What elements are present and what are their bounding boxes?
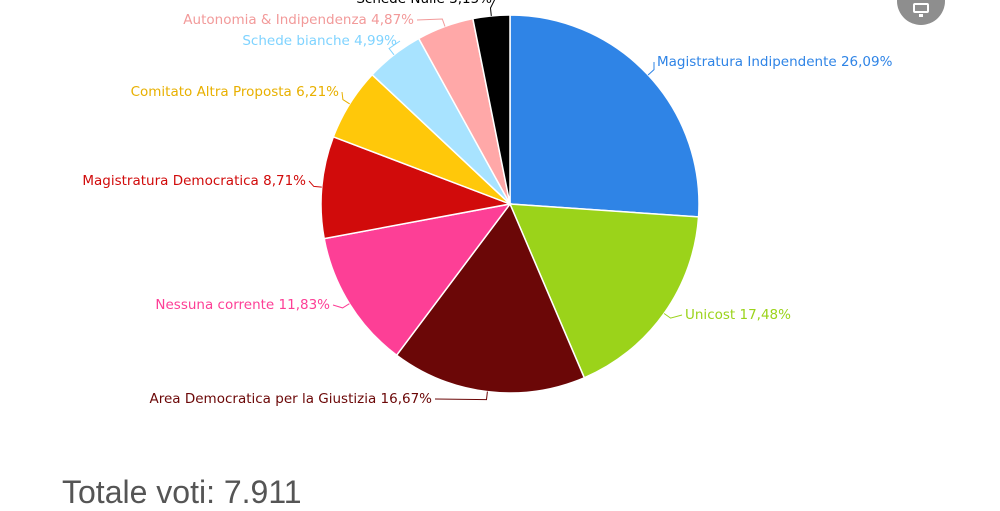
slice-label: Schede bianche 4,99% — [242, 33, 397, 49]
slice-label: Nessuna corrente 11,83% — [155, 297, 330, 313]
leader-line — [332, 303, 350, 309]
total-votes: Totale voti: 7.911 — [62, 474, 302, 510]
pie-slice[interactable] — [471, 14, 511, 205]
slice-label: Schede Nulle 3,15% — [356, 0, 492, 7]
leader-line — [489, 0, 496, 16]
slice-label: Magistratura Indipendente 26,09% — [657, 54, 893, 70]
slice-label: Autonomia & Indipendenza 4,87% — [183, 12, 414, 28]
slice-label: Magistratura Democratica 8,71% — [82, 173, 306, 189]
monitor-icon — [913, 3, 929, 17]
pie-slice[interactable] — [509, 14, 700, 218]
leader-line — [434, 391, 488, 401]
leader-line — [416, 18, 446, 27]
leader-line — [388, 40, 401, 56]
leader-line — [341, 91, 350, 105]
pie-slice[interactable] — [323, 202, 512, 357]
leader-line — [647, 62, 655, 76]
leader-line — [308, 180, 322, 188]
pie-slice[interactable] — [508, 203, 700, 379]
slice-label: Area Democratica per la Giustizia 16,67% — [150, 391, 433, 407]
slice-label: Unicost 17,48% — [685, 307, 791, 323]
slice-label: Comitato Altra Proposta 6,21% — [131, 84, 340, 100]
leader-line — [663, 313, 683, 319]
pie-chart: Magistratura Indipendente 26,09% Unicost … — [82, 0, 893, 407]
